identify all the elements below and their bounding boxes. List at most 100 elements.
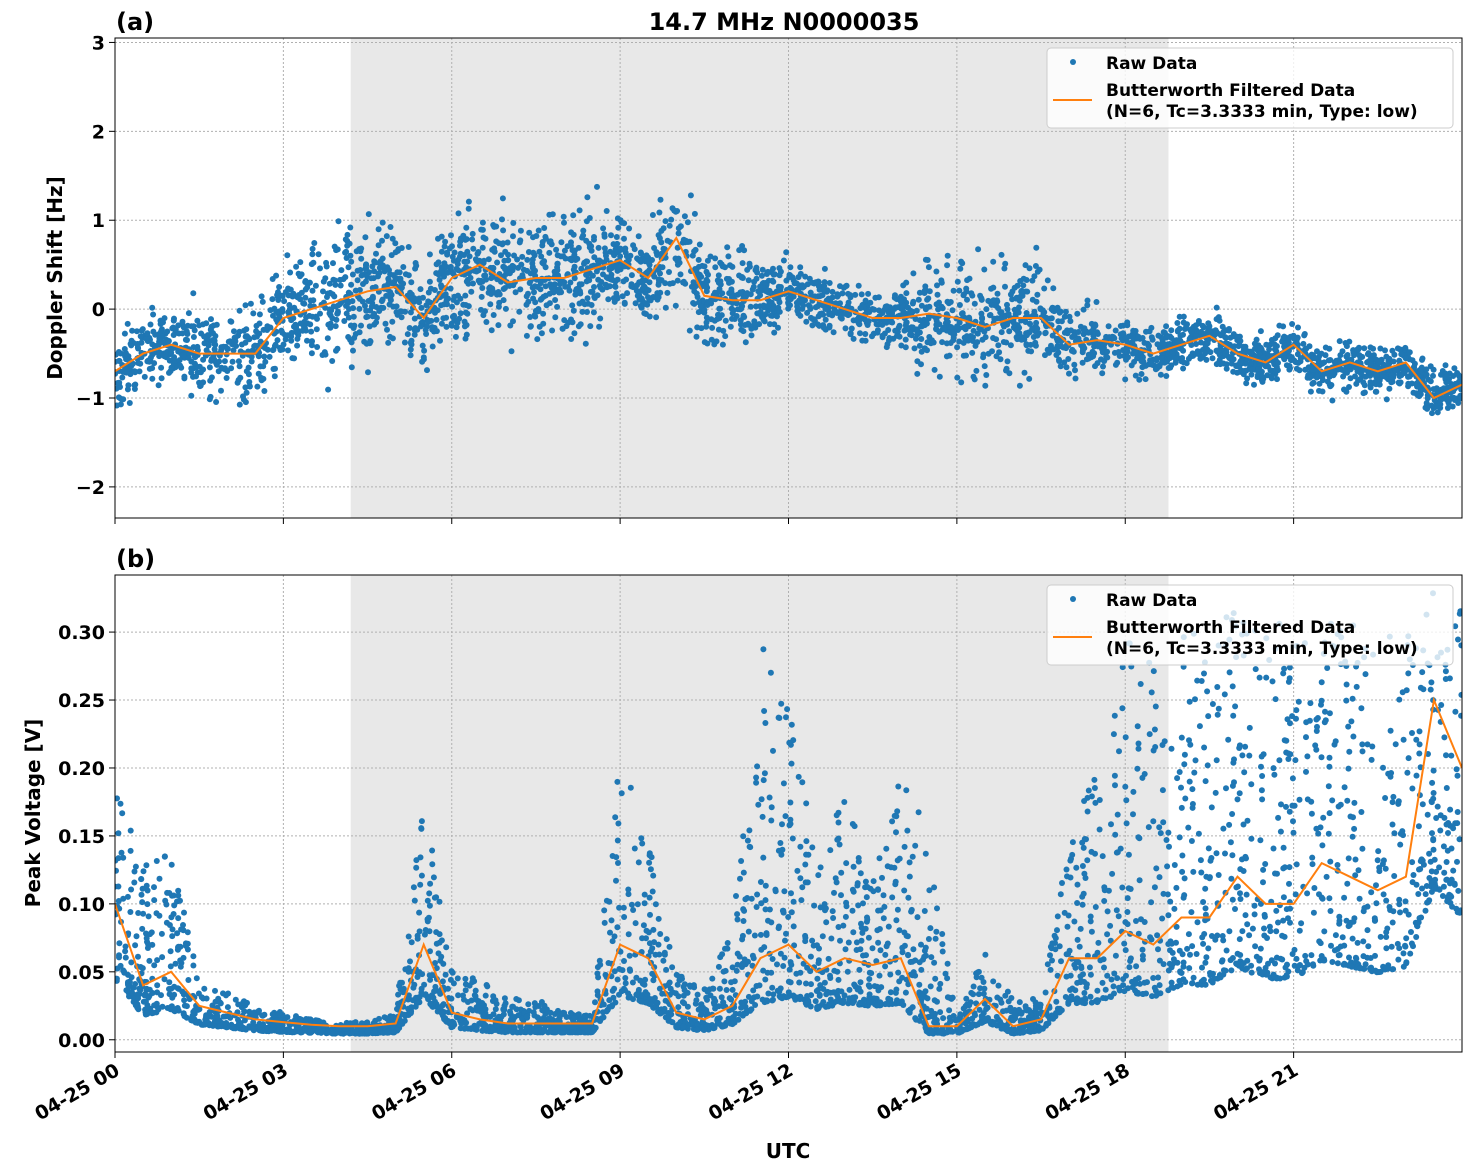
raw-data-point xyxy=(691,288,698,295)
raw-data-point xyxy=(1387,727,1394,734)
raw-data-point xyxy=(591,284,597,290)
raw-data-point xyxy=(1148,324,1155,331)
raw-data-point xyxy=(487,284,494,291)
raw-data-point xyxy=(869,333,875,340)
raw-data-point xyxy=(447,263,454,270)
raw-data-point xyxy=(1227,334,1234,341)
raw-data-point xyxy=(519,272,526,279)
raw-data-point xyxy=(314,315,320,322)
raw-data-point xyxy=(954,344,961,351)
raw-data-point xyxy=(1061,329,1068,336)
raw-data-point xyxy=(207,377,214,384)
raw-data-point xyxy=(937,1009,944,1016)
raw-data-point xyxy=(1034,291,1041,298)
raw-data-point xyxy=(808,314,814,321)
raw-data-point xyxy=(630,242,637,249)
raw-data-point xyxy=(444,249,451,256)
raw-data-point xyxy=(121,330,128,337)
raw-data-point xyxy=(879,874,885,881)
raw-data-point xyxy=(696,241,703,248)
raw-data-point xyxy=(444,269,451,276)
panel-b: 04-25 00 04-25 03 04-25 06 04-25 09 04-25 12… xyxy=(31,574,1463,1125)
raw-data-point xyxy=(567,279,574,286)
raw-data-point xyxy=(1136,877,1143,884)
raw-data-point xyxy=(674,261,681,268)
raw-data-point xyxy=(830,915,837,921)
raw-data-point xyxy=(310,297,317,304)
raw-data-point xyxy=(752,267,759,274)
raw-data-point xyxy=(426,902,433,909)
raw-data-point xyxy=(695,309,702,316)
raw-data-point xyxy=(778,851,785,858)
raw-data-point xyxy=(488,275,495,282)
raw-data-point xyxy=(768,312,774,319)
raw-data-point xyxy=(972,342,979,349)
raw-data-point xyxy=(385,275,392,282)
raw-data-point xyxy=(285,347,291,354)
raw-data-point xyxy=(350,305,357,312)
raw-data-point xyxy=(1056,943,1063,950)
raw-data-point xyxy=(294,342,301,349)
raw-data-point xyxy=(850,335,857,342)
raw-data-point xyxy=(132,381,139,388)
raw-data-point xyxy=(774,313,780,320)
raw-data-point xyxy=(894,808,901,815)
raw-data-point xyxy=(1313,374,1320,381)
raw-data-point xyxy=(1113,907,1120,914)
raw-data-point xyxy=(1234,369,1241,376)
raw-data-point xyxy=(910,270,917,277)
raw-data-point xyxy=(313,326,320,333)
raw-data-point xyxy=(722,317,729,324)
raw-data-point xyxy=(1442,362,1449,369)
raw-data-point xyxy=(281,298,288,305)
raw-data-point xyxy=(747,303,754,310)
raw-data-point xyxy=(737,289,744,296)
raw-data-point xyxy=(398,314,405,321)
raw-data-point xyxy=(1198,328,1205,335)
raw-data-point xyxy=(562,255,569,262)
raw-data-point xyxy=(1373,882,1379,889)
raw-data-point xyxy=(1427,686,1434,693)
raw-data-point xyxy=(925,264,932,271)
raw-data-point xyxy=(1364,351,1371,358)
raw-data-point xyxy=(1134,355,1141,362)
raw-data-point xyxy=(400,264,407,270)
raw-data-point xyxy=(1434,409,1441,416)
raw-data-point xyxy=(771,329,778,336)
raw-data-point xyxy=(837,314,844,321)
raw-data-point xyxy=(119,368,126,375)
raw-data-point xyxy=(1001,323,1007,330)
raw-data-point xyxy=(1382,865,1389,872)
raw-data-point xyxy=(1316,380,1323,387)
raw-data-point xyxy=(1043,315,1050,322)
raw-data-point xyxy=(927,983,934,990)
raw-data-point xyxy=(1196,723,1203,730)
raw-data-point xyxy=(315,251,322,258)
raw-data-point xyxy=(1273,364,1280,371)
raw-data-point xyxy=(325,386,332,393)
raw-data-point xyxy=(1031,273,1038,280)
raw-data-point xyxy=(1205,945,1212,952)
raw-data-point xyxy=(762,882,769,889)
raw-data-point xyxy=(118,849,125,856)
raw-data-point xyxy=(596,282,603,289)
raw-data-point xyxy=(703,288,710,295)
raw-data-point xyxy=(1422,907,1429,914)
raw-data-point xyxy=(1281,343,1288,350)
raw-data-point xyxy=(1134,765,1141,772)
raw-data-point xyxy=(931,997,938,1004)
raw-data-point xyxy=(646,279,653,286)
x-tick-label: 04-25 12 xyxy=(705,1059,797,1125)
raw-data-point xyxy=(1105,323,1112,330)
raw-data-point xyxy=(1244,375,1251,382)
raw-data-point xyxy=(412,325,419,332)
raw-data-point xyxy=(854,316,861,323)
raw-data-point xyxy=(926,288,933,295)
raw-data-point xyxy=(116,357,123,364)
raw-data-point xyxy=(1424,405,1431,412)
raw-data-point xyxy=(288,329,295,336)
raw-data-point xyxy=(1423,366,1430,373)
raw-data-point xyxy=(144,945,151,951)
raw-data-point xyxy=(418,304,425,311)
raw-data-point xyxy=(819,292,826,299)
